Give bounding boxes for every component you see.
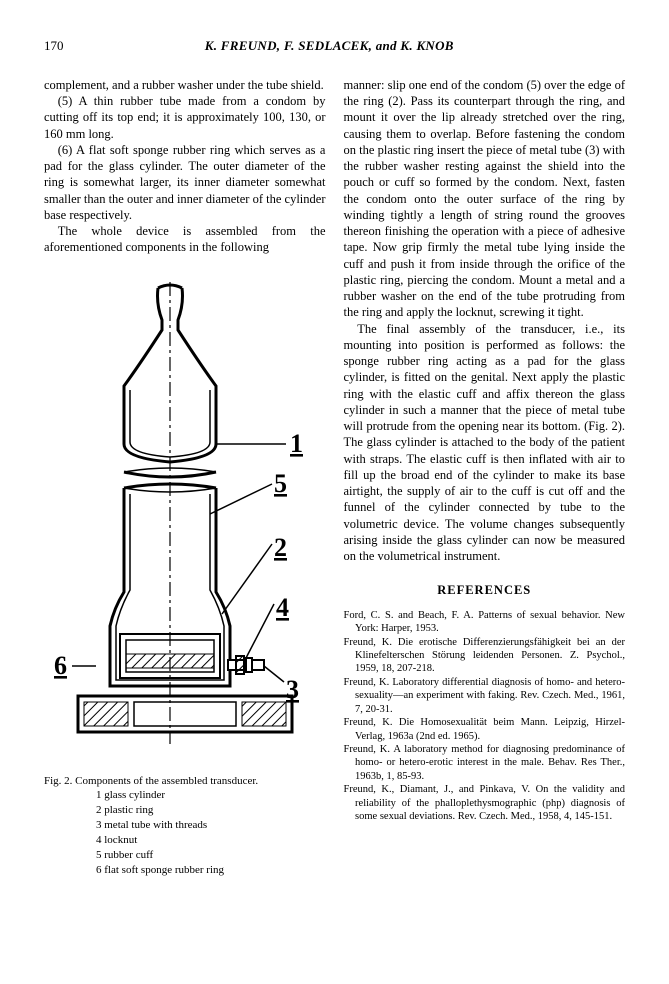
body-paragraph: manner: slip one end of the condom (5) o… (344, 77, 626, 321)
reference-entry: Freund, K. Die Homosexualität beim Mann.… (344, 716, 626, 743)
body-paragraph: (5) A thin rubber tube made from a condo… (44, 93, 326, 142)
body-paragraph: complement, and a rubber washer under th… (44, 77, 326, 93)
legend-item: 2 plastic ring (96, 803, 326, 818)
legend-item: 4 locknut (96, 833, 326, 848)
legend-item: 6 flat soft sponge rubber ring (96, 863, 326, 878)
reference-entry: Freund, K. Die erotische Differenzierung… (344, 636, 626, 676)
two-column-layout: complement, and a rubber washer under th… (44, 77, 625, 878)
legend-item: 5 rubber cuff (96, 848, 326, 863)
figure-label-5: 5 (274, 469, 287, 498)
figure-2: 1 5 2 4 3 6 (44, 274, 326, 764)
reference-entry: Freund, K., Diamant, J., and Pinkava, V.… (344, 783, 626, 823)
reference-entry: Ford, C. S. and Beach, F. A. Patterns of… (344, 609, 626, 636)
figure-label-6: 6 (54, 651, 67, 680)
reference-entry: Freund, K. A laboratory method for diagn… (344, 743, 626, 783)
body-paragraph: The final assembly of the transducer, i.… (344, 321, 626, 565)
page-number: 170 (44, 38, 64, 55)
figure-label-4: 4 (276, 593, 289, 622)
figure-caption-title: Fig. 2. Components of the assembled tran… (44, 774, 326, 789)
body-paragraph: (6) A flat soft sponge rubber ring which… (44, 142, 326, 223)
body-paragraph: The whole device is assembled from the a… (44, 223, 326, 256)
references-heading: REFERENCES (344, 582, 626, 598)
authors-line: K. FREUND, F. SEDLACEK, and K. KNOB (205, 38, 454, 55)
figure-label-1: 1 (290, 429, 303, 458)
figure-caption: Fig. 2. Components of the assembled tran… (44, 774, 326, 878)
figure-label-2: 2 (274, 533, 287, 562)
page-header: 170 K. FREUND, F. SEDLACEK, and K. KNOB (44, 38, 625, 55)
reference-entry: Freund, K. Laboratory differential diagn… (344, 676, 626, 716)
right-column: manner: slip one end of the condom (5) o… (344, 77, 626, 878)
transducer-diagram: 1 5 2 4 3 6 (50, 274, 320, 764)
legend-item: 1 glass cylinder (96, 788, 326, 803)
legend-item: 3 metal tube with threads (96, 818, 326, 833)
figure-label-3: 3 (286, 675, 299, 704)
left-column: complement, and a rubber washer under th… (44, 77, 326, 878)
references-list: Ford, C. S. and Beach, F. A. Patterns of… (344, 609, 626, 824)
figure-legend: 1 glass cylinder 2 plastic ring 3 metal … (44, 788, 326, 877)
